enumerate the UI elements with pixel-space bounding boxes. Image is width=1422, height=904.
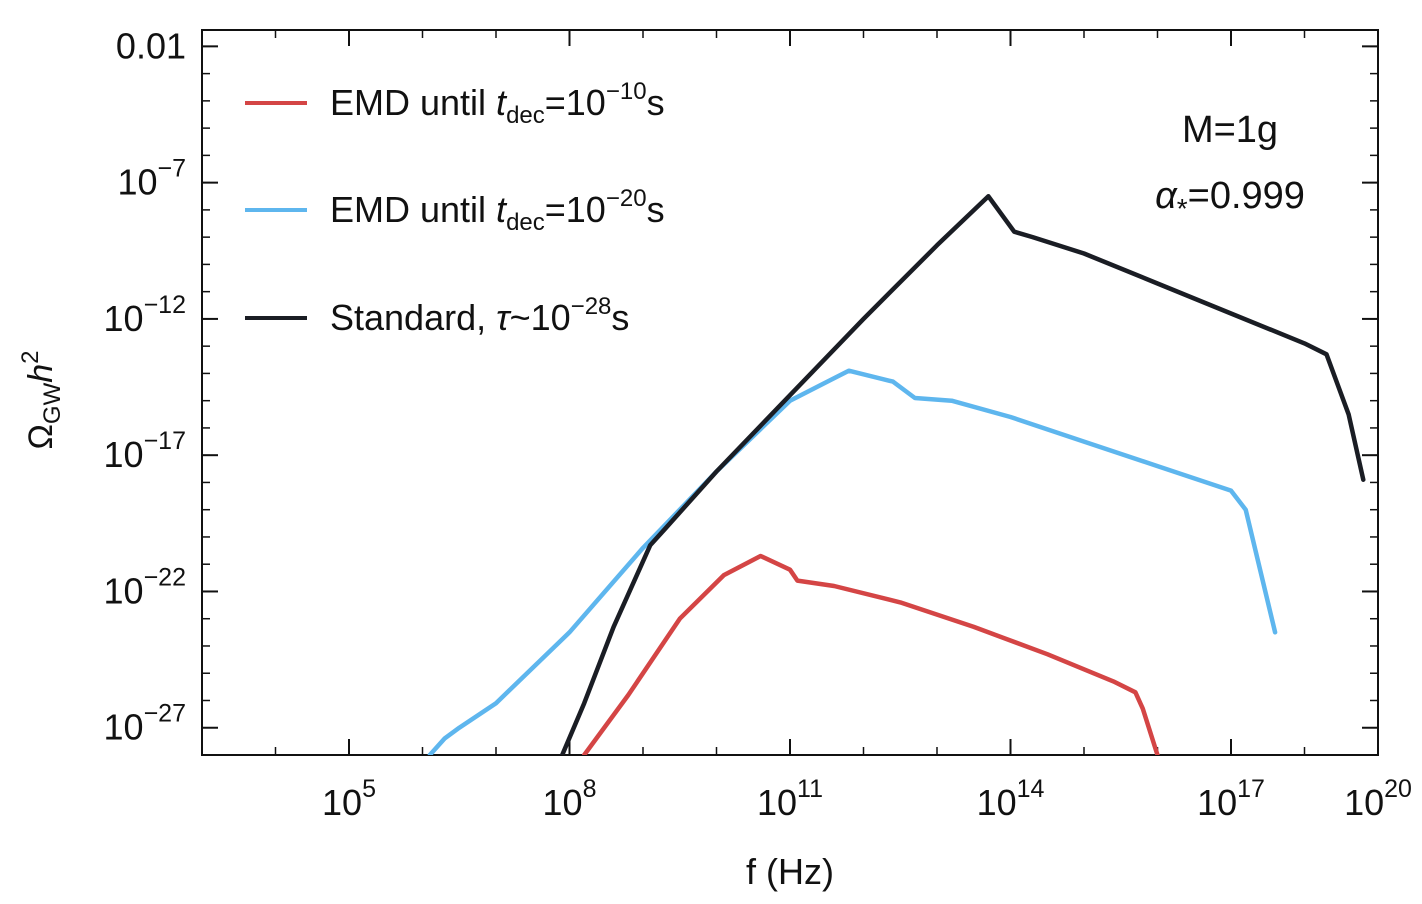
y-tick-label: 10−7 xyxy=(117,155,186,203)
x-tick-labels: 105 108 1011 1014 1017 1020 xyxy=(322,775,1412,823)
x-tick-label: 108 xyxy=(543,775,597,823)
y-label-sub: GW xyxy=(39,382,66,424)
annotation-mass: M=1g xyxy=(1182,109,1278,151)
legend-entry-emd-20: EMD until tdec=10−20s xyxy=(245,185,665,236)
x-tick-label: 1011 xyxy=(757,775,823,823)
y-tick-label: 10−17 xyxy=(104,427,186,475)
legend: EMD until tdec=10−10s EMD until tdec=10−… xyxy=(245,78,665,338)
y-axis-label: ΩGWh2 xyxy=(17,350,66,449)
legend-entry-standard: Standard, τ~10−28s xyxy=(245,293,629,338)
y-label-sup: 2 xyxy=(17,350,44,363)
x-tick-label: 1014 xyxy=(977,775,1045,823)
series-line-2 xyxy=(559,194,1366,755)
legend-label-emd-20: EMD until tdec=10−20s xyxy=(330,185,665,236)
y-tick-label: 10−22 xyxy=(104,563,186,611)
y-tick-label: 0.01 xyxy=(116,25,186,66)
series-line-0 xyxy=(581,553,1160,755)
y-tick-labels: 0.01 10−7 10−12 10−17 10−22 10−27 xyxy=(104,25,186,747)
x-tick-label: 1020 xyxy=(1344,775,1412,823)
y-label-var: h xyxy=(22,364,60,383)
legend-label-emd-10: EMD until tdec=10−10s xyxy=(330,78,665,129)
x-tick-label: 1017 xyxy=(1197,775,1265,823)
x-axis-label: f (Hz) xyxy=(746,851,834,892)
legend-label-standard: Standard, τ~10−28s xyxy=(330,293,629,338)
axis-ticks xyxy=(201,30,1379,756)
annotation-spin: α*=0.999 xyxy=(1155,175,1305,224)
series-line-1 xyxy=(427,368,1278,755)
y-tick-label: 10−27 xyxy=(104,700,186,748)
y-label-base: Ω xyxy=(22,424,60,449)
x-tick-label: 105 xyxy=(322,775,376,823)
y-tick-label: 10−12 xyxy=(104,291,186,339)
legend-entry-emd-10: EMD until tdec=10−10s xyxy=(245,78,665,129)
series-lines xyxy=(427,194,1366,755)
